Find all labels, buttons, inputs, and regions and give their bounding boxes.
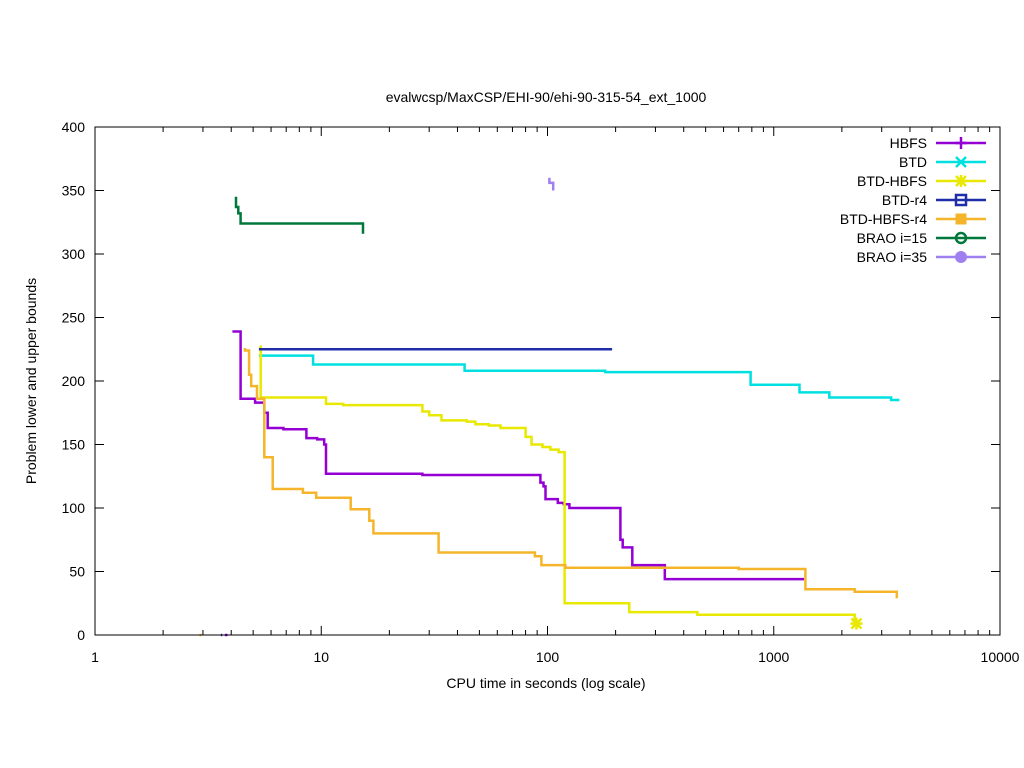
legend-entry: BTD-HBFS [857, 173, 986, 189]
x-tick-label: 10 [313, 649, 329, 665]
legend-marker [954, 231, 968, 245]
y-tick-label: 350 [62, 183, 86, 199]
series-brao-i-35 [548, 177, 555, 191]
legend-label: BRAO i=35 [857, 249, 928, 265]
x-tick-label: 100 [536, 649, 560, 665]
series-btd-hbfs [259, 345, 863, 630]
legend-marker [954, 193, 968, 207]
y-tick-label: 150 [62, 437, 86, 453]
chart-title: evalwcsp/MaxCSP/EHI-90/ehi-90-315-54_ext… [386, 89, 707, 105]
series-brao-i-15 [234, 196, 365, 234]
legend-label: BRAO i=15 [857, 230, 928, 246]
series-btd [258, 354, 900, 402]
legend-marker [955, 137, 967, 149]
legend: HBFS BTD BTD-HBFS BTD-r4 BTD-HBFS-r4 BRAO i=1… [840, 135, 986, 265]
series-line [232, 330, 804, 581]
x-axis-title: CPU time in seconds (log scale) [446, 675, 645, 691]
y-tick-label: 250 [62, 310, 86, 326]
y-tick-label: 0 [77, 627, 85, 643]
y-tick-label: 400 [62, 119, 86, 135]
series-line [548, 177, 555, 191]
plot-area [199, 177, 900, 637]
legend-label: BTD-HBFS [857, 173, 927, 189]
x-tick-label: 1000 [758, 649, 789, 665]
legend-marker [955, 175, 967, 187]
series-line [259, 345, 856, 623]
legend-entry: BTD-HBFS-r4 [840, 211, 986, 227]
legend-entry: HBFS [890, 135, 986, 151]
y-tick-label: 100 [62, 500, 86, 516]
legend-marker [955, 251, 967, 263]
legend-marker [955, 213, 967, 225]
series-line [243, 348, 899, 599]
legend-entry: BRAO i=35 [857, 249, 986, 265]
axis-ticks: 1 10 100 1000 10000 0 50 100 150 200 250 300 350 400 [62, 119, 1020, 665]
y-tick-label: 50 [69, 564, 85, 580]
legend-label: BTD-r4 [882, 192, 927, 208]
legend-label: BTD [899, 154, 927, 170]
legend-entry: BRAO i=15 [857, 230, 986, 246]
legend-label: BTD-HBFS-r4 [840, 211, 927, 227]
y-tick-label: 200 [62, 373, 86, 389]
series-line [234, 196, 365, 234]
series-line [258, 354, 900, 402]
series-point-marker [850, 617, 863, 630]
x-tick-label: 1 [91, 649, 99, 665]
legend-entry: BTD-r4 [882, 192, 986, 208]
legend-marker [955, 156, 967, 168]
legend-entry: BTD [899, 154, 986, 170]
x-tick-label: 10000 [981, 649, 1020, 665]
y-axis-title: Problem lower and upper bounds [23, 278, 39, 484]
legend-label: HBFS [890, 135, 927, 151]
y-tick-label: 300 [62, 246, 86, 262]
